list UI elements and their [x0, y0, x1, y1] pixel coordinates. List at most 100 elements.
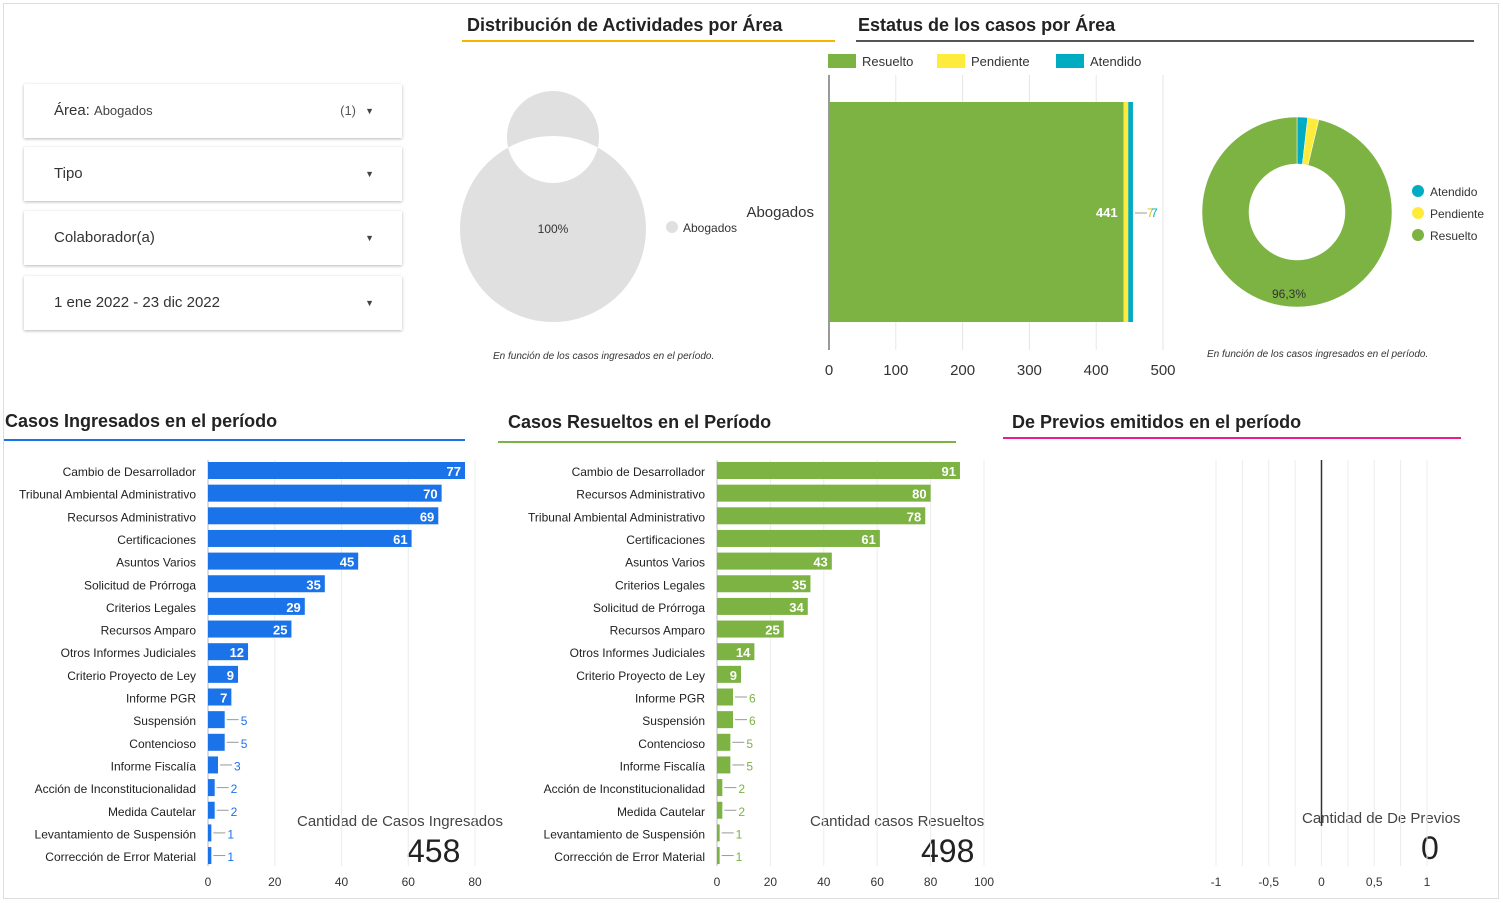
bar-atendido	[1128, 102, 1133, 322]
ingresados-category-label: Acción de Inconstitucionalidad	[35, 782, 196, 796]
ingresados-title: Casos Ingresados en el período	[5, 411, 278, 431]
resueltos-data-label: 5	[746, 759, 753, 773]
dashboard-frame	[3, 3, 1499, 899]
ingresados-score-value: 458	[407, 833, 461, 869]
ingresados-data-label: 5	[241, 737, 248, 751]
ingresados-category-label: Criterio Proyecto de Ley	[67, 669, 196, 683]
ingresados-bar	[208, 824, 212, 842]
tipo-filter[interactable]: Tipo ▼	[24, 147, 402, 201]
previos-x-tick-label: -1	[1211, 875, 1222, 889]
ingresados-bar	[208, 484, 442, 502]
resueltos-bar	[717, 552, 832, 570]
estatus-note: En función de los casos ingresados en el…	[1207, 349, 1429, 360]
ingresados-bar	[208, 529, 412, 547]
resueltos-score-label: Cantidad casos Resueltos	[810, 813, 985, 830]
ingresados-bar	[208, 711, 225, 729]
x-tick-label: 0	[825, 362, 833, 379]
ingresados-data-label: 1	[227, 850, 234, 864]
date-range-filter[interactable]: 1 ene 2022 - 23 dic 2022 ▼	[24, 276, 402, 330]
ingresados-category-label: Tribunal Ambiental Administrativo	[19, 488, 196, 502]
ingresados-data-label: 25	[273, 623, 287, 638]
ingresados-category-label: Otros Informes Judiciales	[61, 646, 196, 660]
ingresados-bar	[208, 733, 225, 751]
distribucion-underline	[462, 40, 835, 42]
ingresados-bar	[208, 665, 239, 683]
resueltos-bar	[717, 688, 734, 706]
resueltos-bar	[717, 597, 808, 615]
ingresados-data-label: 29	[286, 600, 300, 615]
ingresados-bar	[208, 620, 292, 638]
colaborador-filter[interactable]: Colaborador(a) ▼	[24, 211, 402, 265]
ingresados-data-label: 2	[231, 805, 238, 819]
ingresados-category-label: Asuntos Varios	[116, 556, 196, 570]
resueltos-category-label: Acción de Inconstitucionalidad	[544, 782, 705, 796]
ingresados-category-label: Levantamiento de Suspensión	[35, 827, 196, 841]
ingresados-bar	[208, 507, 439, 525]
ingresados-category-label: Criterios Legales	[106, 601, 196, 615]
resueltos-data-label: 1	[736, 850, 743, 864]
resueltos-bar	[717, 529, 880, 547]
previos-score-value: 0	[1421, 830, 1439, 866]
data-label-pendiente: 7	[1147, 206, 1154, 220]
ingresados-data-label: 12	[230, 645, 244, 660]
estatus-underline	[856, 40, 1474, 42]
resueltos-category-label: Informe Fiscalía	[620, 759, 706, 773]
resueltos-data-label: 1	[736, 827, 743, 841]
resueltos-data-label: 34	[789, 600, 804, 615]
resueltos-data-label: 9	[730, 668, 737, 683]
resueltos-bar	[717, 462, 960, 479]
bar-pendiente	[1123, 102, 1129, 322]
resueltos-x-tick-label: 0	[714, 875, 721, 889]
area-filter[interactable]: Área: Abogados (1) ▼	[24, 84, 402, 138]
resueltos-category-label: Contencioso	[638, 737, 705, 751]
legend-marker-atendido	[1056, 54, 1084, 68]
ingresados-x-tick-label: 80	[468, 875, 482, 889]
bar-resuelto	[829, 102, 1124, 322]
ingresados-data-label: 70	[423, 487, 437, 502]
donut-slice-label: 96,3%	[1272, 287, 1306, 301]
resueltos-data-label: 2	[738, 805, 745, 819]
resueltos-category-label: Criterios Legales	[615, 578, 705, 592]
ingresados-category-label: Medida Cautelar	[108, 805, 196, 819]
resueltos-bar	[717, 643, 755, 661]
ingresados-bar	[208, 847, 212, 865]
ingresados-data-label: 35	[306, 577, 320, 592]
resueltos-bar	[717, 801, 723, 819]
ingresados-category-label: Corrección de Error Material	[45, 850, 196, 864]
resueltos-data-label: 78	[907, 509, 921, 524]
resueltos-bar	[717, 484, 931, 502]
ingresados-bar	[208, 597, 305, 615]
data-label-atendido: 7	[1151, 206, 1158, 220]
resueltos-bar	[717, 756, 731, 774]
ingresados-category-label: Cambio de Desarrollador	[63, 465, 196, 479]
previos-title: De Previos emitidos en el período	[1012, 412, 1302, 432]
legend-marker-abogados	[666, 221, 678, 233]
ingresados-data-label: 1	[227, 827, 234, 841]
resueltos-bar	[717, 620, 784, 638]
resueltos-bar	[717, 733, 731, 751]
ingresados-bar	[208, 801, 215, 819]
resueltos-category-label: Cambio de Desarrollador	[572, 465, 705, 479]
resueltos-x-tick-label: 40	[817, 875, 831, 889]
previos-x-tick-label: 1	[1424, 875, 1431, 889]
area-filter-count: (1)	[340, 103, 356, 118]
resueltos-category-label: Certificaciones	[626, 533, 705, 547]
legend-marker-resuelto	[1412, 229, 1424, 241]
ingresados-underline	[4, 439, 465, 441]
ingresados-data-label: 3	[234, 759, 241, 773]
ingresados-data-label: 61	[393, 532, 407, 547]
area-filter-label: Área: Abogados	[54, 102, 153, 119]
legend-label-resuelto: Resuelto	[862, 54, 913, 69]
resueltos-category-label: Otros Informes Judiciales	[570, 646, 705, 660]
resueltos-bar	[717, 575, 811, 593]
legend-marker-pendiente	[1412, 207, 1424, 219]
ingresados-data-label: 9	[227, 668, 234, 683]
estatus-title: Estatus de los casos por Área	[858, 15, 1116, 35]
ingresados-category-label: Informe PGR	[126, 692, 196, 706]
ingresados-data-label: 77	[447, 464, 461, 479]
ingresados-bar	[208, 643, 249, 661]
ingresados-x-tick-label: 40	[335, 875, 349, 889]
colaborador-filter-label: Colaborador(a)	[54, 229, 155, 246]
resueltos-bar	[717, 824, 720, 842]
